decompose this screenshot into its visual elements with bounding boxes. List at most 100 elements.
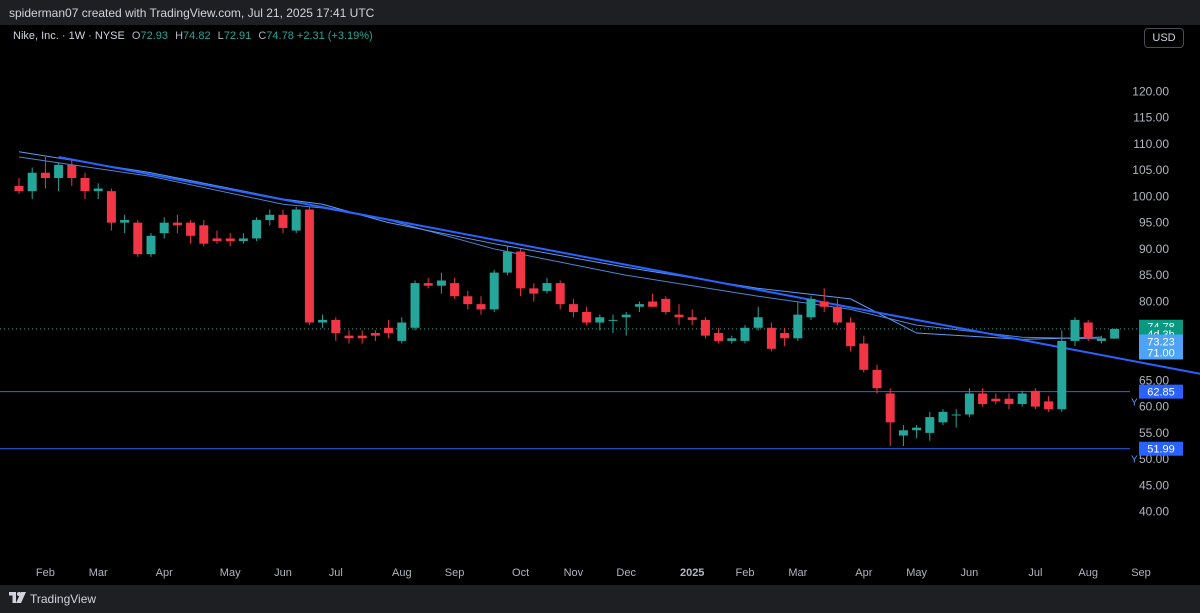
open-label: O (131, 30, 141, 42)
candle-body (397, 322, 407, 341)
candle-body (212, 238, 222, 242)
y-axis-tick-label: 45.00 (1139, 478, 1169, 492)
symbol-name: Nike, Inc. · 1W · NYSE (13, 30, 125, 42)
candle (186, 220, 196, 244)
candle (331, 317, 341, 341)
candle (1096, 335, 1106, 344)
candle (753, 306, 763, 331)
candle-body (265, 214, 275, 221)
y-axis-tick-label: 90.00 (1139, 242, 1169, 256)
x-axis-tick-label: Aug (1078, 567, 1098, 579)
candle (1017, 390, 1027, 407)
candle (925, 411, 935, 441)
candle (912, 425, 922, 439)
candle-body (489, 272, 499, 310)
currency-button[interactable]: USD (1144, 28, 1184, 48)
candle (516, 248, 526, 297)
candle-body (859, 343, 869, 370)
candle (1044, 396, 1054, 412)
candle (793, 301, 803, 341)
candle-body (634, 304, 644, 307)
candle (806, 296, 816, 320)
candle (938, 409, 948, 426)
candle (621, 312, 631, 336)
low-label: L (217, 30, 224, 42)
candle (780, 327, 790, 347)
candle (555, 280, 565, 310)
y-axis-tick-label: 115.00 (1133, 111, 1169, 125)
candle-body (991, 398, 1001, 402)
candle-body (384, 327, 394, 334)
candle-body (964, 393, 974, 415)
candle-body (410, 283, 420, 328)
candle-body (885, 393, 895, 423)
candle-body (199, 225, 209, 244)
top-bar: spiderman07 created with TradingView.com… (0, 0, 1200, 25)
change-value: +2.31 (+3.19%) (296, 30, 373, 42)
candle-body (582, 312, 592, 323)
candle-body (819, 301, 829, 307)
candle-body (529, 288, 539, 294)
candle (106, 188, 116, 231)
price-tag-bg (1139, 334, 1183, 349)
candle (450, 277, 460, 299)
candle (964, 388, 974, 418)
candle-body (27, 172, 37, 192)
x-axis-tick-label: Sep (445, 567, 465, 579)
price-tag-bg (1139, 345, 1183, 360)
candle (766, 322, 776, 352)
x-axis-tick-label: Feb (736, 567, 755, 579)
candle-body (621, 314, 631, 318)
x-axis-tick-label: Jun (274, 567, 292, 579)
price-chart[interactable]: 40.0045.0050.0055.0060.0065.0070.0075.00… (0, 25, 1200, 585)
x-axis-tick-label: May (220, 567, 241, 579)
close-label: C (258, 30, 267, 42)
candle (252, 217, 262, 242)
candle-body (766, 327, 776, 349)
y-axis-tick-label: 55.00 (1139, 426, 1169, 440)
candle (608, 314, 618, 334)
x-axis-tick-label: Aug (392, 567, 412, 579)
candle-body (1070, 319, 1080, 341)
candle-body (978, 393, 988, 404)
candle-body (357, 335, 367, 339)
x-axis-tick-label: May (906, 567, 927, 579)
candle (120, 214, 130, 234)
y-axis-tick-label: 95.00 (1139, 216, 1169, 230)
tradingview-logo-icon (9, 592, 26, 603)
candle-body (542, 283, 552, 291)
footer: TradingView (0, 585, 1200, 613)
candle-body (912, 427, 922, 431)
candle-body (1096, 338, 1106, 341)
candle-body (476, 304, 486, 310)
x-axis-tick-label: Jul (329, 567, 343, 579)
candle (357, 330, 367, 344)
candle (727, 335, 737, 344)
low-value: 72.91 (223, 30, 252, 42)
candle (80, 172, 90, 200)
candle-body (753, 317, 763, 328)
candle-body (370, 333, 380, 336)
candle-body (832, 306, 842, 323)
candle-body (555, 283, 565, 305)
candle (212, 230, 222, 244)
candle (872, 364, 882, 394)
candle (529, 283, 539, 302)
horizontal-levels (0, 328, 1138, 450)
candle (159, 217, 169, 239)
high-label: H (175, 30, 184, 42)
price-tag: 71.00 (1139, 345, 1183, 360)
y-axis-tick-label: 60.00 (1139, 400, 1169, 414)
candle (1070, 317, 1080, 347)
candle (859, 335, 869, 373)
y-axis-tick-label: 110.00 (1133, 137, 1169, 151)
price-tag-label: 51.99 (1147, 444, 1175, 456)
chart-frame[interactable]: 40.0045.0050.0055.0060.0065.0070.0075.00… (0, 25, 1200, 585)
candle-body (727, 338, 737, 341)
candle (67, 159, 77, 186)
candle (1083, 319, 1093, 341)
candle-body (687, 317, 697, 320)
candle (397, 317, 407, 344)
candle-body (938, 411, 948, 423)
candle (1004, 393, 1014, 410)
